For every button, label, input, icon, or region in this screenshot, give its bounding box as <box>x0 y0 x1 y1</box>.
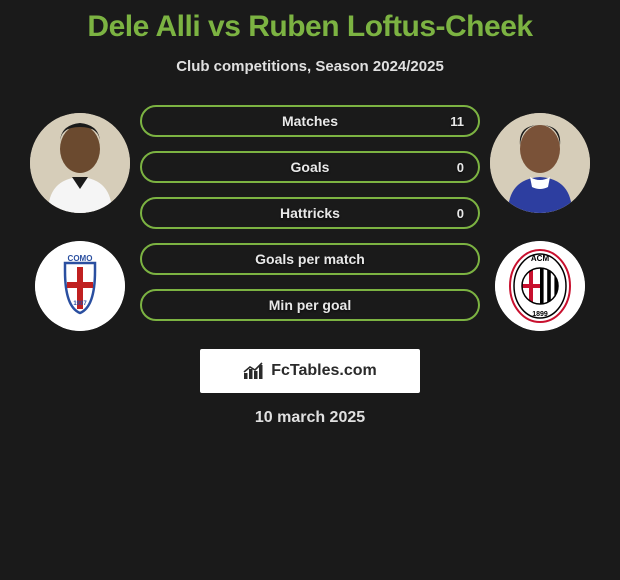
svg-text:ACM: ACM <box>531 254 550 263</box>
svg-text:1907: 1907 <box>73 301 87 307</box>
stat-label: Hattricks <box>280 205 340 221</box>
stat-bar-hattricks: Hattricks 0 <box>140 197 480 229</box>
player-right-silhouette-icon <box>490 113 590 213</box>
stat-label: Min per goal <box>269 297 351 313</box>
stat-bar-goals-per-match: Goals per match <box>140 243 480 275</box>
comparison-subtitle: Club competitions, Season 2024/2025 <box>176 58 444 75</box>
main-row: COMO 1907 Matches 11 Goals 0 Hattricks 0… <box>0 113 620 331</box>
svg-text:COMO: COMO <box>68 254 93 263</box>
bar-chart-icon <box>243 362 265 380</box>
como-crest-icon: COMO 1907 <box>35 241 125 331</box>
player-left-avatar <box>30 113 130 213</box>
stat-bar-goals: Goals 0 <box>140 151 480 183</box>
stat-label: Goals per match <box>255 251 365 267</box>
player-right-avatar <box>490 113 590 213</box>
stat-value-right: 0 <box>457 160 464 175</box>
svg-text:1899: 1899 <box>532 311 548 318</box>
stat-value-right: 0 <box>457 206 464 221</box>
right-column: ACM 1899 <box>480 113 600 331</box>
stat-label: Goals <box>291 159 330 175</box>
branding-badge: FcTables.com <box>200 349 420 393</box>
comparison-title: Dele Alli vs Ruben Loftus-Cheek <box>87 10 532 44</box>
stat-value-right: 11 <box>450 114 464 129</box>
card-container: Dele Alli vs Ruben Loftus-Cheek Club com… <box>0 0 620 580</box>
left-column: COMO 1907 <box>20 113 140 331</box>
club-right-logo: ACM 1899 <box>495 241 585 331</box>
stat-bar-min-per-goal: Min per goal <box>140 289 480 321</box>
stat-bar-matches: Matches 11 <box>140 105 480 137</box>
branding-text: FcTables.com <box>271 362 377 380</box>
snapshot-date: 10 march 2025 <box>255 409 365 427</box>
club-left-logo: COMO 1907 <box>35 241 125 331</box>
acmilan-crest-icon: ACM 1899 <box>495 241 585 331</box>
stats-column: Matches 11 Goals 0 Hattricks 0 Goals per… <box>140 105 480 321</box>
stat-label: Matches <box>282 113 338 129</box>
player-left-silhouette-icon <box>30 113 130 213</box>
